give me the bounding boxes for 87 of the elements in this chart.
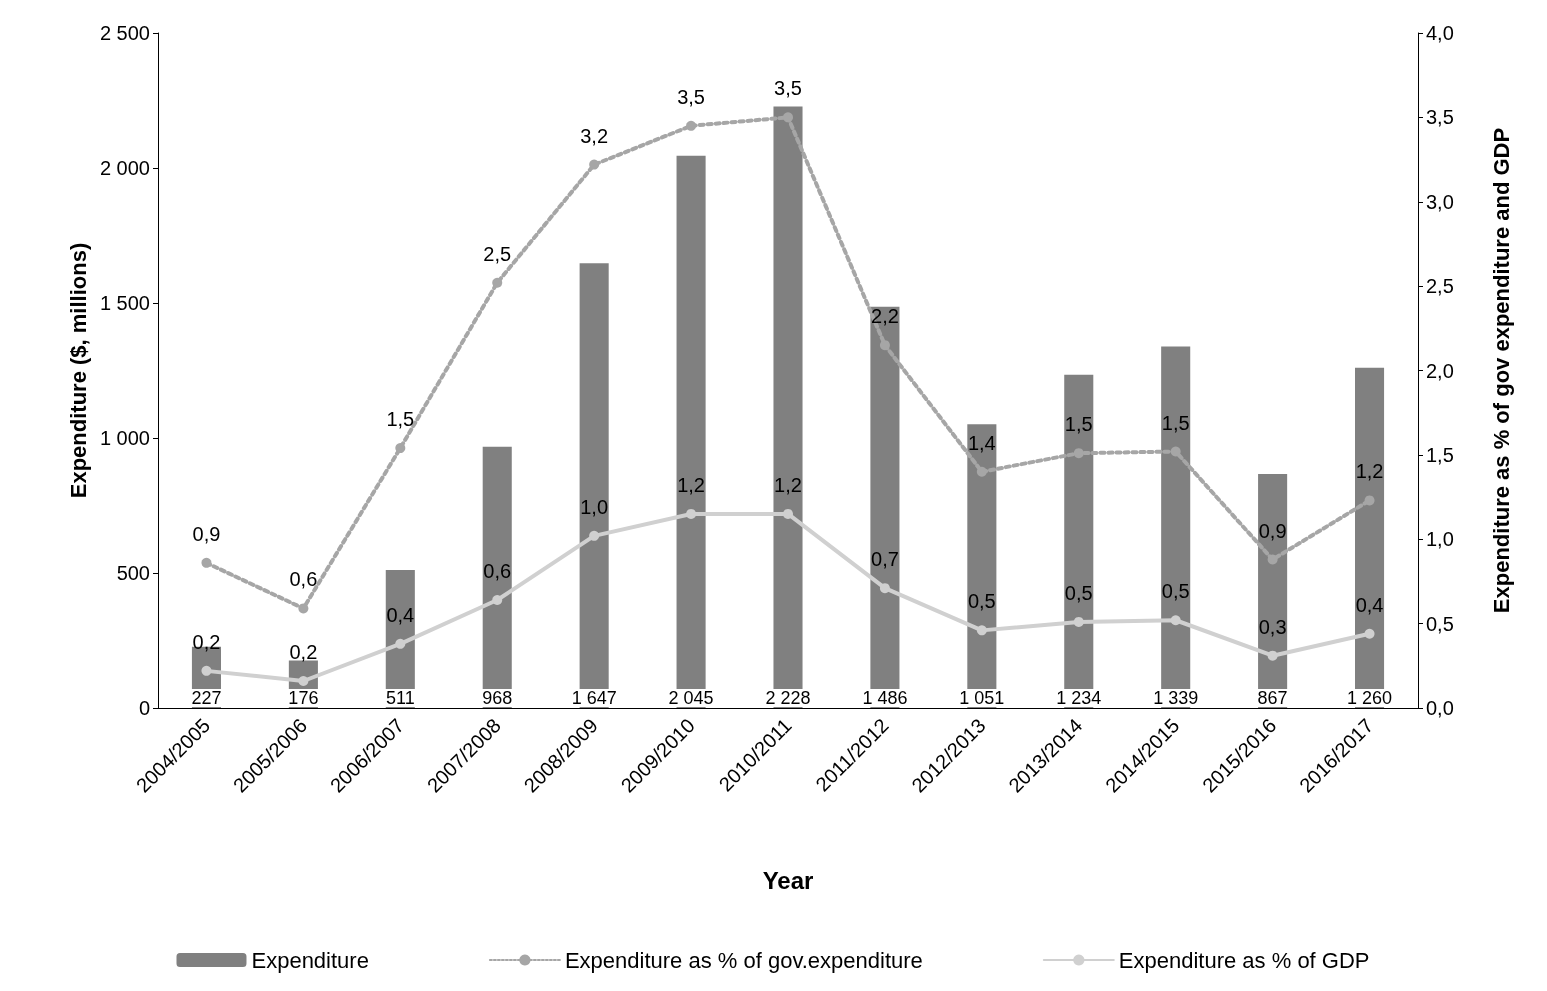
point (879, 583, 890, 594)
data-label: 968 (482, 688, 513, 708)
y-tick-label: 500 (116, 562, 150, 584)
y-tick-label: 1 000 (99, 427, 150, 449)
data-label: 0,5 (967, 590, 996, 613)
data-label: 176 (288, 688, 319, 708)
point (492, 277, 503, 288)
y-tick-label: 2 500 (99, 22, 150, 44)
point (1364, 628, 1375, 639)
data-label: 0,9 (192, 522, 221, 545)
y2-tick-label: 3,0 (1426, 190, 1454, 213)
point (1364, 495, 1375, 506)
data-label: 1 260 (1347, 688, 1393, 708)
data-label: 1,2 (677, 473, 705, 496)
point (589, 159, 600, 170)
data-label: 1 486 (862, 688, 908, 708)
data-label: 1 051 (959, 688, 1005, 708)
point (976, 625, 987, 636)
y2-tick-label: 2,5 (1426, 275, 1454, 298)
point (589, 530, 600, 541)
data-label: 0,6 (289, 568, 318, 591)
point (686, 508, 697, 519)
data-label: 1 647 (571, 688, 617, 708)
point (1267, 554, 1278, 565)
data-label: 1,5 (1064, 413, 1093, 436)
data-label: 1,5 (1161, 411, 1190, 434)
data-label: 0,9 (1258, 519, 1287, 542)
data-label: 2 228 (765, 688, 811, 708)
data-label: 0,5 (1161, 580, 1190, 603)
data-label: 1,4 (967, 431, 996, 454)
data-label: 1,5 (386, 408, 415, 431)
data-label: 1 339 (1153, 688, 1199, 708)
y2-tick-label: 4,0 (1426, 22, 1454, 44)
data-label: 2,5 (483, 242, 512, 265)
y-tick-label: 0 (138, 697, 150, 719)
point (1267, 650, 1278, 661)
point (976, 466, 987, 477)
data-label: 511 (385, 688, 415, 708)
y2-tick-label: 1,5 (1426, 443, 1454, 466)
point (298, 676, 309, 686)
legend-label: Expenditure (251, 947, 369, 973)
point (1170, 446, 1181, 457)
legend-label: Expenditure as % of GDP (1118, 947, 1370, 973)
data-label: 867 (1257, 688, 1288, 708)
y2-tick-label: 0,0 (1426, 697, 1454, 719)
point (201, 665, 212, 676)
data-label: 2 045 (668, 688, 714, 708)
data-label: 0,4 (1355, 593, 1384, 616)
data-label: 1 234 (1056, 688, 1102, 708)
point (686, 120, 697, 131)
data-label: 1,2 (774, 473, 802, 496)
point (1073, 448, 1084, 459)
legend-label: Expenditure as % of gov.expenditure (564, 947, 923, 973)
point (783, 112, 793, 123)
data-label: 0,3 (1258, 615, 1287, 638)
point (395, 638, 406, 649)
data-label: 3,5 (774, 77, 802, 100)
bar (482, 446, 512, 708)
data-label: 2,2 (871, 305, 899, 328)
data-label: 0,2 (289, 641, 318, 663)
data-label: 1,2 (1355, 460, 1384, 483)
y-axis-title: Expenditure ($, millions) (65, 242, 91, 499)
point (201, 557, 212, 568)
point (1170, 615, 1181, 626)
data-label: 3,2 (580, 124, 609, 147)
data-label: 1,0 (580, 495, 609, 518)
data-label: 0,6 (483, 560, 512, 582)
y2-tick-label: 2,0 (1426, 359, 1454, 382)
y-tick-label: 1 500 (99, 292, 150, 314)
point (492, 595, 503, 605)
point (298, 603, 309, 614)
data-label: 3,5 (677, 85, 705, 108)
y2-tick-label: 3,5 (1426, 106, 1454, 129)
point (395, 443, 406, 454)
point (1073, 616, 1084, 627)
data-label: 0,2 (192, 630, 221, 653)
y2-tick-label: 1,0 (1426, 528, 1454, 551)
y-tick-label: 2 000 (99, 157, 150, 179)
data-label: 227 (191, 688, 222, 708)
data-label: 0,5 (1064, 581, 1093, 604)
data-label: 0,4 (386, 603, 415, 626)
x-axis-title: Year (762, 866, 814, 894)
point (783, 508, 793, 519)
y2-tick-label: 0,5 (1426, 612, 1454, 635)
data-label: 0,7 (871, 548, 899, 571)
y2-axis-title: Expenditure as % of gov expenditure and GDP (1488, 127, 1514, 614)
point (879, 340, 890, 351)
